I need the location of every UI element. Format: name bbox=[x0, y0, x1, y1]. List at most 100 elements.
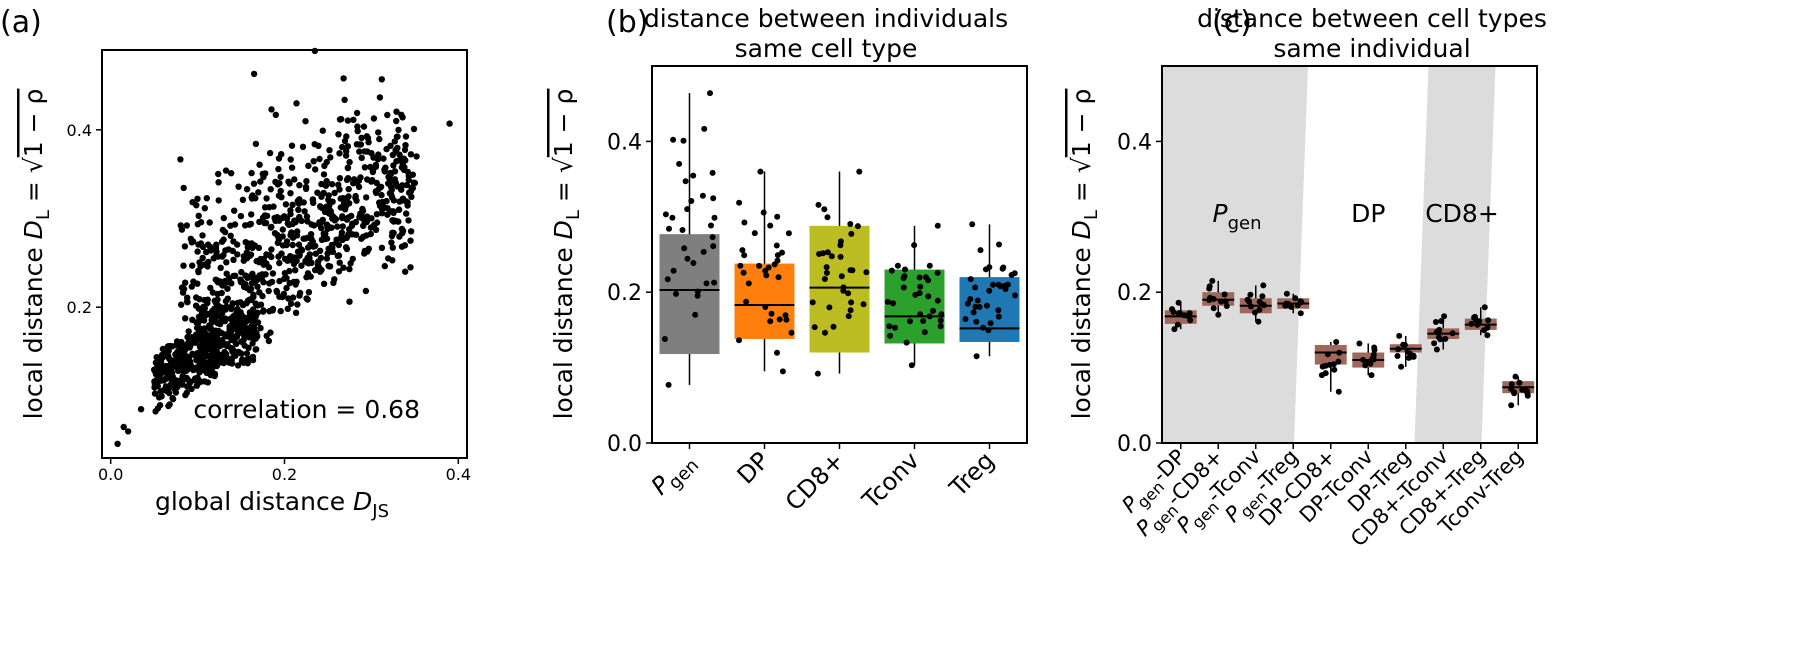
scatter-point bbox=[200, 306, 207, 313]
scatter-point bbox=[186, 344, 193, 351]
data-point bbox=[1508, 381, 1515, 388]
data-point bbox=[774, 213, 781, 220]
scatter-point bbox=[344, 175, 352, 182]
scatter-point bbox=[335, 252, 343, 259]
scatter-point bbox=[381, 168, 388, 175]
scatter-point bbox=[331, 189, 338, 197]
data-point bbox=[763, 272, 770, 279]
data-point bbox=[701, 125, 708, 132]
data-point bbox=[679, 227, 686, 233]
data-point bbox=[1433, 346, 1440, 353]
data-point bbox=[1433, 329, 1440, 335]
data-point bbox=[995, 313, 1002, 320]
scatter-point bbox=[407, 264, 414, 271]
panel-c-title-line1: distance between cell types bbox=[1197, 4, 1547, 33]
scatter-point bbox=[182, 391, 189, 399]
y-label-eq: = √ bbox=[1067, 157, 1096, 210]
scatter-point bbox=[303, 213, 311, 220]
scatter-point bbox=[318, 193, 325, 200]
x-label-main: global distance bbox=[155, 487, 353, 516]
scatter-point bbox=[294, 301, 301, 308]
data-point bbox=[1336, 349, 1343, 356]
scatter-point bbox=[184, 294, 191, 301]
scatter-point bbox=[393, 108, 400, 115]
data-point bbox=[925, 293, 932, 300]
scatter-point bbox=[234, 362, 242, 369]
data-point bbox=[773, 242, 780, 249]
scatter-point bbox=[238, 350, 245, 357]
y-label-eq: = √ bbox=[549, 157, 578, 210]
y-label-main: local distance bbox=[1067, 239, 1096, 419]
scatter-point bbox=[381, 262, 388, 270]
scatter-point bbox=[193, 332, 201, 340]
scatter-point bbox=[188, 283, 195, 290]
data-point bbox=[751, 230, 758, 237]
scatter-point bbox=[320, 171, 328, 178]
scatter-point bbox=[244, 240, 252, 247]
scatter-point bbox=[275, 192, 283, 199]
data-point bbox=[1187, 317, 1194, 324]
scatter-point bbox=[211, 305, 218, 312]
data-point bbox=[972, 284, 979, 291]
scatter-point bbox=[370, 115, 378, 122]
scatter-point bbox=[352, 218, 359, 226]
data-point bbox=[690, 260, 697, 266]
scatter-point bbox=[279, 214, 286, 222]
data-point bbox=[1331, 366, 1338, 373]
data-point bbox=[974, 297, 981, 304]
scatter-point bbox=[341, 96, 348, 104]
y-label-radicand: 1 − ρ bbox=[19, 89, 48, 158]
scatter-point bbox=[191, 375, 199, 382]
data-point bbox=[757, 168, 764, 175]
data-point bbox=[760, 209, 767, 216]
scatter-point bbox=[231, 207, 238, 214]
data-point bbox=[973, 318, 980, 325]
data-point bbox=[863, 269, 870, 276]
scatter-point bbox=[230, 272, 237, 280]
scatter-point bbox=[233, 340, 240, 348]
scatter-point bbox=[360, 123, 368, 130]
data-point bbox=[901, 273, 908, 280]
scatter-point bbox=[229, 247, 236, 255]
data-point bbox=[775, 274, 782, 281]
y-label-main: local distance bbox=[549, 239, 578, 419]
data-point bbox=[1222, 298, 1229, 305]
data-point bbox=[976, 304, 983, 310]
y-label-sub: L bbox=[563, 210, 584, 220]
scatter-point bbox=[173, 342, 180, 349]
scatter-point bbox=[246, 221, 253, 228]
y-label-radicand: 1 − ρ bbox=[1067, 89, 1096, 158]
data-point bbox=[1472, 317, 1479, 323]
data-point bbox=[681, 245, 688, 252]
scatter-point bbox=[249, 340, 256, 347]
scatter-point bbox=[196, 369, 203, 376]
x-label-var: D bbox=[353, 487, 372, 516]
scatter-point bbox=[279, 293, 286, 301]
scatter-point bbox=[153, 354, 160, 361]
scatter-point bbox=[396, 198, 403, 205]
scatter-point bbox=[336, 175, 344, 182]
scatter-point bbox=[213, 241, 220, 248]
scatter-point bbox=[259, 292, 266, 300]
scatter-point bbox=[255, 189, 262, 196]
data-point bbox=[699, 192, 706, 199]
scatter-point bbox=[184, 376, 191, 383]
y-tick-label: 0.2 bbox=[1117, 281, 1152, 306]
data-point bbox=[920, 318, 927, 324]
scatter-x-axis-label: global distance DJS bbox=[155, 487, 389, 522]
scatter-point bbox=[336, 150, 343, 157]
scatter-point bbox=[411, 179, 419, 187]
data-point bbox=[1524, 388, 1531, 395]
scatter-point bbox=[195, 212, 202, 219]
scatter-point bbox=[156, 359, 163, 366]
scatter-point bbox=[234, 251, 241, 258]
data-point bbox=[1449, 330, 1456, 337]
scatter-point bbox=[363, 232, 370, 239]
scatter-point bbox=[340, 75, 347, 82]
scatter-point bbox=[312, 266, 319, 274]
scatter-point bbox=[310, 243, 317, 250]
data-point bbox=[1394, 353, 1401, 359]
scatter-point bbox=[251, 324, 258, 332]
scatter-point bbox=[289, 201, 296, 208]
scatter-point bbox=[323, 255, 331, 262]
